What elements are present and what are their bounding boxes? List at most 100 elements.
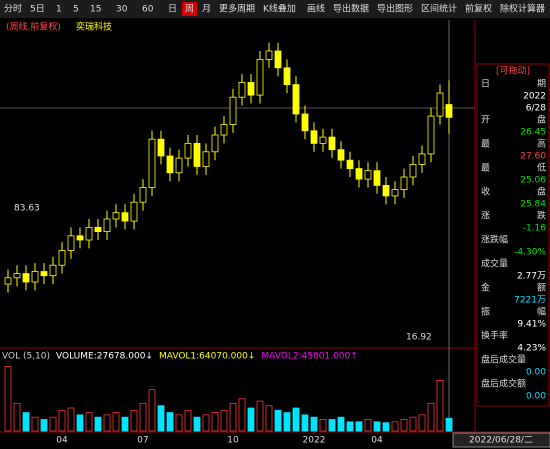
toolbar-button[interactable]: 5 — [73, 5, 79, 15]
info-panel[interactable] — [476, 63, 550, 407]
info-label: 最 — [481, 139, 490, 150]
candle-body — [364, 170, 372, 180]
volume-bar — [265, 405, 273, 432]
info-label: 幅 — [537, 306, 546, 318]
candle-body — [31, 271, 39, 283]
toolbar-button[interactable]: 日 — [168, 4, 177, 15]
candle-body — [4, 277, 12, 285]
toolbar-button[interactable]: 5日 — [30, 4, 45, 15]
volume-bar — [418, 414, 426, 432]
toolbar-button[interactable]: 除权计算器 — [500, 3, 545, 15]
toolbar-button[interactable]: 15 — [90, 5, 101, 15]
annotation: 83.63 — [14, 204, 40, 214]
toolbar-button[interactable]: 画线 — [307, 3, 325, 15]
volume-bar — [202, 414, 210, 432]
info-title[interactable]: [可拖动] — [496, 65, 530, 77]
toolbar-button[interactable]: 周 — [185, 4, 194, 15]
info-label: 换手率 — [481, 330, 508, 342]
annotation: 16.92 — [406, 333, 432, 343]
volume-bar — [22, 412, 30, 432]
info-label: 涨跌幅 — [481, 234, 508, 246]
info-value: 7221万 — [514, 296, 546, 306]
toolbar-button[interactable]: 分时 — [4, 3, 22, 15]
info-label: 最 — [481, 163, 490, 174]
candle-body — [310, 130, 318, 144]
info-label: 盘 — [537, 186, 546, 198]
volume-bar — [148, 389, 156, 432]
volume-bar — [67, 407, 75, 432]
candle-body — [328, 136, 336, 151]
toolbar-button[interactable]: K线叠加 — [263, 3, 296, 15]
candle-body — [292, 84, 300, 115]
toolbar-button[interactable]: 1 — [56, 5, 62, 15]
volume-bar — [157, 405, 165, 432]
candle-body — [247, 82, 255, 96]
volume-legend: MAVOL2:45801.000↑ — [261, 352, 357, 362]
volume-bar — [13, 402, 21, 432]
volume-bar — [445, 417, 453, 432]
candle-body — [337, 149, 345, 161]
toolbar-button[interactable]: 导出图形 — [377, 3, 413, 15]
candle-body — [175, 157, 183, 174]
volume-bar — [103, 414, 111, 432]
volume-bar — [121, 416, 129, 432]
info-value: 27.60 — [520, 152, 546, 162]
x-tick-label: 2022 — [303, 436, 326, 446]
toolbar-button[interactable]: 区间统计 — [421, 3, 457, 15]
volume-bar — [301, 414, 309, 432]
x-tick-label: 10 — [227, 436, 239, 446]
toolbar-button[interactable]: 导出数据 — [333, 3, 369, 15]
info-label: 成交量 — [481, 258, 508, 270]
info-value: 0.00 — [526, 392, 546, 402]
volume-bar — [373, 421, 381, 432]
volume-bar — [238, 398, 246, 432]
candle-body — [427, 115, 435, 155]
volume-bar — [337, 416, 345, 432]
volume-bar — [94, 416, 102, 432]
candle-body — [436, 92, 444, 117]
info-value: 9.41% — [517, 320, 546, 330]
volume-bar — [193, 416, 201, 432]
volume-bar — [292, 407, 300, 432]
info-value: 0.00 — [526, 368, 546, 378]
toolbar-button[interactable]: 更多周期 — [219, 3, 255, 15]
volume-bar — [319, 419, 327, 432]
volume-bar — [220, 409, 228, 432]
volume-bar — [175, 414, 183, 432]
period-label: (周线,前复权) — [6, 21, 61, 33]
info-value: 25.06 — [520, 176, 546, 186]
candle-body — [301, 113, 309, 132]
info-label: 开 — [481, 115, 490, 126]
volume-bar — [283, 412, 291, 432]
volume-bar — [310, 416, 318, 432]
volume-bar — [391, 421, 399, 432]
info-label: 盘后成交量 — [481, 354, 526, 366]
candle-body — [112, 212, 120, 220]
toolbar-button[interactable]: 前复权 — [465, 3, 492, 15]
info-label: 期 — [537, 79, 546, 90]
info-label: 收 — [481, 186, 490, 198]
candle-body — [400, 176, 408, 191]
info-label: 低 — [537, 162, 546, 174]
toolbar-button[interactable]: 30 — [116, 5, 128, 15]
candle-body — [13, 273, 21, 279]
volume-legend: VOLUME:27678.000↓ — [56, 352, 153, 362]
volume-bar — [247, 407, 255, 432]
volume-bar — [184, 409, 192, 432]
info-label: 盘后成交额 — [481, 378, 526, 390]
info-value: 2.77万 — [517, 272, 546, 282]
candle-body — [409, 163, 417, 178]
candle-body — [373, 170, 381, 186]
toolbar-button[interactable]: 月 — [202, 4, 211, 15]
toolbar-button[interactable]: 60 — [142, 5, 154, 15]
candle-body — [346, 159, 354, 169]
volume-bar — [58, 409, 66, 432]
info-label: 高 — [537, 138, 546, 150]
info-value: -1.16 — [523, 224, 547, 234]
volume-bar — [274, 409, 282, 432]
info-label: 振 — [481, 306, 490, 318]
info-label: 金 — [481, 282, 490, 294]
candle-body — [229, 96, 237, 125]
volume-bar — [409, 416, 417, 432]
